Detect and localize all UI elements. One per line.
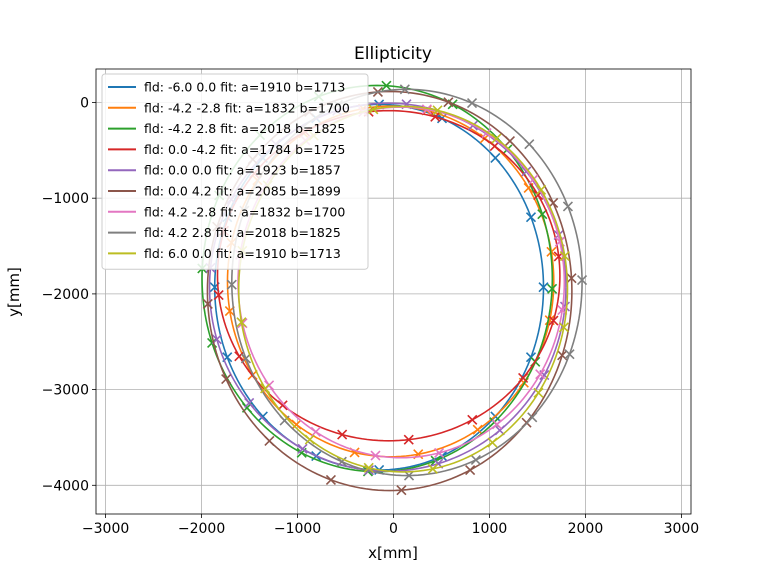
data-point bbox=[399, 84, 410, 95]
data-point bbox=[536, 184, 547, 195]
y-tick-label: 0 bbox=[80, 95, 89, 111]
data-point bbox=[221, 374, 232, 385]
data-point bbox=[304, 434, 315, 445]
data-point bbox=[466, 98, 478, 109]
data-point bbox=[564, 349, 575, 360]
legend-entry: fld: 0.0 -4.2 fit: a=1784 b=1725 bbox=[144, 142, 345, 157]
x-tick-label: 0 bbox=[389, 521, 398, 537]
plot-frame bbox=[95, 68, 692, 515]
data-point bbox=[279, 415, 290, 426]
data-point bbox=[443, 97, 454, 108]
y-tick-label: −4000 bbox=[42, 478, 89, 494]
data-point bbox=[470, 454, 481, 466]
data-point bbox=[337, 429, 348, 440]
data-point bbox=[291, 419, 302, 430]
legend-entry: fld: 4.2 -2.8 fit: a=1832 b=1700 bbox=[144, 204, 345, 219]
fit-ellipse bbox=[237, 105, 569, 473]
fit-ellipse bbox=[201, 84, 554, 473]
x-tick-label: 2000 bbox=[568, 521, 604, 537]
data-point bbox=[504, 136, 516, 147]
data-point bbox=[244, 397, 255, 408]
data-point bbox=[434, 447, 445, 458]
data-point bbox=[363, 462, 374, 473]
data-point bbox=[558, 322, 569, 333]
data-point bbox=[325, 474, 337, 485]
data-point bbox=[336, 456, 347, 467]
legend-entry: fld: 4.2 2.8 fit: a=2018 b=1825 bbox=[144, 225, 341, 240]
data-point bbox=[257, 411, 268, 422]
legend-entry: fld: -4.2 -2.8 fit: a=1832 b=1700 bbox=[144, 100, 350, 115]
data-point bbox=[548, 315, 559, 326]
legend-entry: fld: 6.0 0.0 fit: a=1910 b=1713 bbox=[144, 246, 341, 261]
data-point bbox=[491, 133, 502, 144]
data-point bbox=[467, 414, 478, 425]
data-point bbox=[310, 426, 321, 437]
data-point bbox=[491, 419, 503, 430]
x-axis-label: x[mm] bbox=[368, 544, 418, 562]
data-point bbox=[264, 435, 275, 446]
data-point bbox=[381, 80, 392, 91]
y-tick-label: −3000 bbox=[42, 383, 89, 399]
data-point bbox=[403, 434, 414, 445]
data-point bbox=[566, 273, 577, 284]
data-point bbox=[527, 412, 538, 423]
data-point bbox=[535, 369, 546, 380]
data-point bbox=[562, 201, 574, 212]
data-point bbox=[427, 463, 438, 474]
data-point bbox=[370, 450, 381, 461]
legend: fld: -6.0 0.0 fit: a=1910 b=1713 fld: -4.… bbox=[101, 73, 369, 270]
data-point bbox=[430, 111, 441, 122]
data-point bbox=[559, 250, 570, 262]
data-point bbox=[472, 424, 483, 435]
data-point bbox=[277, 400, 288, 411]
legend-entry: fld: -4.2 2.8 fit: a=2018 b=1825 bbox=[144, 121, 345, 136]
data-point bbox=[537, 209, 548, 220]
data-point bbox=[465, 464, 476, 476]
data-point bbox=[490, 152, 501, 164]
data-point bbox=[538, 282, 549, 293]
data-point bbox=[576, 275, 588, 286]
legend-entry: fld: 0.0 0.0 fit: a=1923 b=1857 bbox=[144, 163, 341, 178]
y-tick-label: −2000 bbox=[42, 287, 89, 303]
axes: −3000 −2000 −1000 0 1000 2000 3000 0 −1000 −2000 −… bbox=[42, 68, 700, 537]
data-point bbox=[524, 139, 535, 150]
data-point bbox=[236, 317, 247, 328]
data-point bbox=[226, 279, 237, 290]
data-point bbox=[260, 383, 271, 394]
data-point bbox=[368, 104, 379, 115]
data-point bbox=[525, 212, 537, 223]
x-tick-label: 1000 bbox=[472, 521, 508, 537]
legend-box bbox=[101, 73, 369, 270]
data-point bbox=[432, 105, 443, 116]
chart-title: Ellipticity bbox=[354, 44, 432, 64]
data-point bbox=[518, 372, 529, 384]
data-point bbox=[421, 104, 432, 115]
data-point bbox=[297, 443, 308, 454]
data-point bbox=[547, 283, 558, 294]
data-point bbox=[240, 353, 252, 364]
series-9 bbox=[236, 104, 570, 474]
data-point bbox=[487, 437, 498, 448]
y-tick-label: −1000 bbox=[42, 191, 89, 207]
x-tick-label: −2000 bbox=[178, 521, 225, 537]
data-point bbox=[494, 425, 505, 436]
data-point bbox=[396, 485, 407, 496]
legend-entry: fld: 0.0 4.2 fit: a=2085 b=1899 bbox=[144, 184, 341, 199]
legend-entry: fld: -6.0 0.0 fit: a=1910 b=1713 bbox=[144, 80, 345, 95]
data-point bbox=[533, 387, 544, 398]
data-point bbox=[213, 289, 224, 301]
data-point bbox=[202, 298, 213, 309]
x-tick-label: −3000 bbox=[82, 521, 129, 537]
x-tick-label: −1000 bbox=[274, 521, 321, 537]
x-tick-label: 3000 bbox=[664, 521, 700, 537]
y-axis-label: y[mm] bbox=[5, 267, 23, 317]
data-point bbox=[234, 351, 245, 362]
fit-ellipse bbox=[230, 88, 583, 477]
